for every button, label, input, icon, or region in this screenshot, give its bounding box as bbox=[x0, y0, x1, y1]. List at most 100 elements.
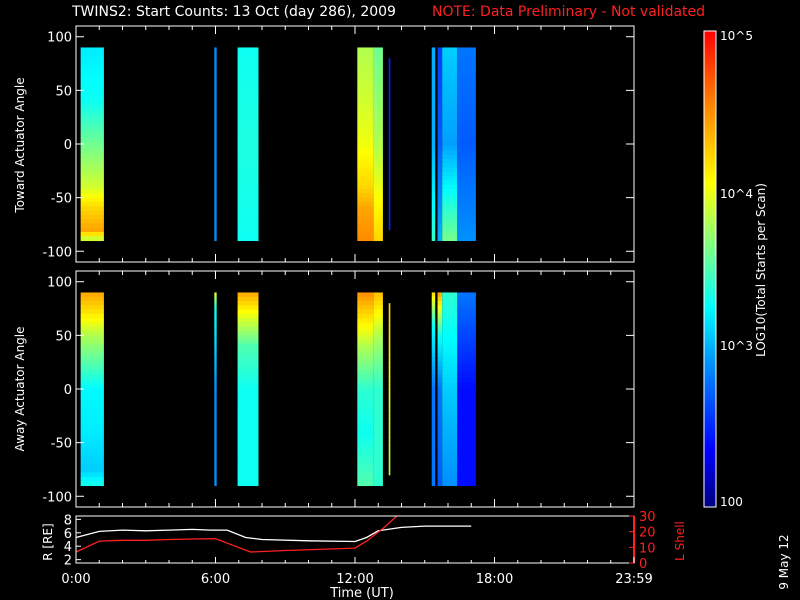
heatmap-cell bbox=[357, 231, 374, 237]
heatmap-cell bbox=[80, 176, 104, 181]
heatmap-cell bbox=[437, 335, 443, 341]
heatmap-cell bbox=[457, 231, 476, 237]
heatmap-cell bbox=[442, 455, 458, 461]
heatmap-cell bbox=[80, 442, 104, 448]
heatmap-cell bbox=[457, 81, 476, 87]
heatmap-cell bbox=[373, 141, 383, 147]
heatmap-cell bbox=[457, 472, 476, 478]
heatmap-cell bbox=[373, 292, 383, 298]
heatmap-cell bbox=[431, 421, 436, 426]
heatmap-cell bbox=[457, 476, 476, 482]
heatmap-cell bbox=[388, 384, 391, 390]
heatmap-cell bbox=[442, 223, 458, 229]
heatmap-cell bbox=[457, 77, 476, 83]
heatmap-cell bbox=[388, 397, 391, 403]
heatmap-cell bbox=[373, 180, 383, 186]
heatmap-cell bbox=[431, 412, 436, 418]
heatmap-cell bbox=[437, 184, 443, 190]
heatmap-cell bbox=[388, 148, 391, 154]
heatmap-cell bbox=[237, 352, 259, 358]
heatmap-cell bbox=[357, 146, 374, 151]
heatmap-cell bbox=[357, 47, 374, 53]
heatmap-cell bbox=[442, 189, 458, 194]
heatmap-cell bbox=[431, 94, 436, 100]
heatmap-cell bbox=[388, 105, 391, 111]
heatmap-cell bbox=[373, 150, 383, 156]
heatmap-cell bbox=[437, 459, 443, 465]
heatmap-cell bbox=[457, 47, 476, 53]
heatmap-cell bbox=[80, 201, 104, 207]
heatmap-cell bbox=[437, 322, 443, 328]
heatmap-cell bbox=[80, 193, 104, 199]
heatmap-cell bbox=[442, 159, 458, 164]
heatmap-cell bbox=[214, 171, 217, 177]
heatmap-cell bbox=[388, 358, 391, 364]
heatmap-cell bbox=[373, 421, 383, 426]
heatmap-cell bbox=[437, 159, 443, 164]
heatmap-cell bbox=[388, 436, 391, 441]
heatmap-cell bbox=[437, 391, 443, 396]
heatmap-cell bbox=[437, 395, 443, 401]
heatmap-cell bbox=[437, 124, 443, 130]
heatmap-cell bbox=[431, 472, 436, 478]
heatmap-cell bbox=[357, 339, 374, 345]
heatmap-cell bbox=[80, 150, 104, 156]
heatmap-cell bbox=[80, 404, 104, 409]
heatmap-cell bbox=[457, 163, 476, 169]
heatmap-cell bbox=[388, 466, 391, 472]
heatmap-cell bbox=[437, 339, 443, 345]
heatmap-cell bbox=[237, 180, 259, 186]
heatmap-cell bbox=[431, 361, 436, 366]
heatmap-cell bbox=[214, 318, 217, 323]
heatmap-cell bbox=[237, 184, 259, 190]
heatmap-cell bbox=[388, 212, 391, 218]
heatmap-cell bbox=[457, 459, 476, 465]
heatmap-cell bbox=[237, 197, 259, 203]
heatmap-cell bbox=[373, 356, 383, 362]
heatmap-cell bbox=[214, 236, 217, 242]
heatmap-cell bbox=[457, 434, 476, 439]
heatmap-cell bbox=[214, 438, 217, 444]
heatmap-cell bbox=[437, 98, 443, 104]
heatmap-cell bbox=[442, 56, 458, 61]
heatmap-cell bbox=[388, 363, 391, 369]
heatmap-cell bbox=[437, 425, 443, 431]
heatmap-cell bbox=[437, 189, 443, 194]
heatmap-cell bbox=[442, 481, 458, 487]
heatmap-cell bbox=[237, 60, 259, 66]
heatmap-cell bbox=[457, 73, 476, 78]
heatmap-cell bbox=[80, 60, 104, 66]
heatmap-cell bbox=[80, 309, 104, 315]
axes-frames bbox=[75, 25, 635, 564]
heatmap-cell bbox=[357, 77, 374, 83]
heatmap-cell bbox=[373, 472, 383, 478]
heatmap-cell bbox=[214, 322, 217, 328]
heatmap-cell bbox=[457, 167, 476, 173]
heatmap-cell bbox=[431, 399, 436, 405]
heatmap-cell bbox=[431, 318, 436, 323]
heatmap-cell bbox=[388, 208, 391, 214]
heatmap-cell bbox=[80, 133, 104, 139]
heatmap-cell bbox=[442, 438, 458, 444]
heatmap-cell bbox=[437, 369, 443, 375]
heatmap-cell bbox=[388, 431, 391, 437]
heatmap-cell bbox=[237, 171, 259, 177]
heatmap-cell bbox=[442, 77, 458, 83]
heatmap-cell bbox=[431, 429, 436, 435]
heatmap-cell bbox=[373, 231, 383, 237]
heatmap-cell bbox=[457, 339, 476, 345]
heatmap-cell bbox=[214, 141, 217, 147]
heatmap-cell bbox=[457, 395, 476, 401]
heatmap-cell bbox=[442, 326, 458, 332]
heatmap-cell bbox=[237, 399, 259, 405]
heatmap-cell bbox=[437, 171, 443, 177]
heatmap-cell bbox=[437, 176, 443, 181]
heatmap-cell bbox=[80, 107, 104, 113]
heatmap-cell bbox=[357, 459, 374, 465]
date-stamp: 9 May 12 bbox=[777, 534, 791, 589]
heatmap-cell bbox=[80, 180, 104, 186]
heatmap-cell bbox=[442, 184, 458, 190]
heatmap-cell bbox=[357, 301, 374, 306]
heatmap-cell bbox=[237, 438, 259, 444]
heatmap-cell bbox=[431, 47, 436, 53]
